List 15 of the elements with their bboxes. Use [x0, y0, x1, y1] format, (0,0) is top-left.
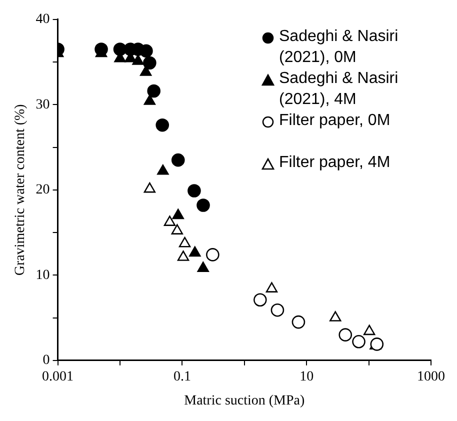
x-tick-label: 0.1: [173, 369, 191, 384]
x-tick-label: 0.001: [42, 369, 74, 384]
legend-label: Sadeghi & Nasiri (2021), 4M: [279, 69, 400, 110]
x-tick-label: 1000: [417, 369, 445, 384]
legend-label: Filter paper, 4M: [279, 153, 390, 173]
y-tick-label: 20: [36, 182, 50, 198]
y-tick-label: 10: [36, 268, 50, 283]
y-tick-label: 40: [36, 12, 50, 28]
y-tick-label: 0: [42, 353, 50, 368]
x-axis-title: Matric suction (MPa): [184, 393, 306, 408]
y-tick-label: 30: [36, 97, 50, 112]
x-tick-label: 10: [300, 369, 314, 384]
y-axis-title: Gravimetric water content (%): [13, 104, 28, 276]
legend-label: Sadeghi & Nasiri (2021), 0M: [279, 27, 400, 68]
legend-label: Filter paper, 0M: [279, 111, 390, 131]
